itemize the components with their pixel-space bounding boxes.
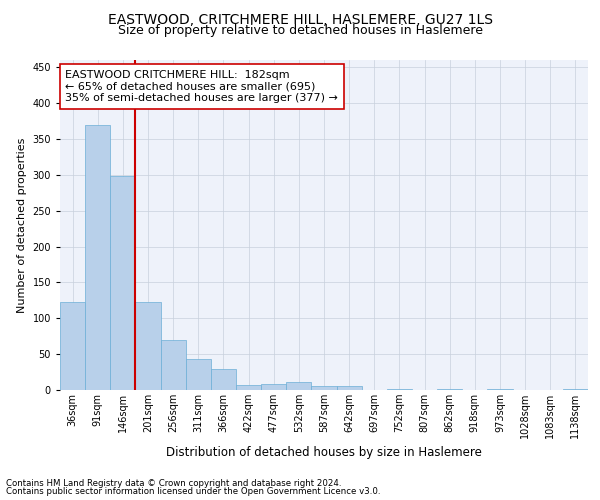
Bar (387, 388, 412, 390)
Bar (563, 388, 588, 390)
Text: EASTWOOD CRITCHMERE HILL:  182sqm
← 65% of detached houses are smaller (695)
35%: EASTWOOD CRITCHMERE HILL: 182sqm ← 65% o… (65, 70, 338, 103)
Bar (110, 176, 136, 390)
Bar (261, 384, 286, 390)
Text: EASTWOOD, CRITCHMERE HILL, HASLEMERE, GU27 1LS: EASTWOOD, CRITCHMERE HILL, HASLEMERE, GU… (107, 12, 493, 26)
Bar (236, 385, 261, 390)
Bar (85, 124, 110, 390)
Bar (60, 302, 85, 390)
Text: Contains HM Land Registry data © Crown copyright and database right 2024.: Contains HM Land Registry data © Crown c… (6, 478, 341, 488)
Bar (437, 388, 462, 390)
Bar (286, 382, 311, 390)
Text: Contains public sector information licensed under the Open Government Licence v3: Contains public sector information licen… (6, 487, 380, 496)
Bar (186, 359, 211, 390)
Bar (487, 388, 512, 390)
Bar (161, 340, 186, 390)
Bar (211, 369, 236, 390)
Y-axis label: Number of detached properties: Number of detached properties (17, 138, 27, 312)
Bar (136, 302, 161, 390)
Bar (337, 386, 362, 390)
Text: Size of property relative to detached houses in Haslemere: Size of property relative to detached ho… (118, 24, 482, 37)
X-axis label: Distribution of detached houses by size in Haslemere: Distribution of detached houses by size … (166, 446, 482, 460)
Bar (311, 386, 337, 390)
